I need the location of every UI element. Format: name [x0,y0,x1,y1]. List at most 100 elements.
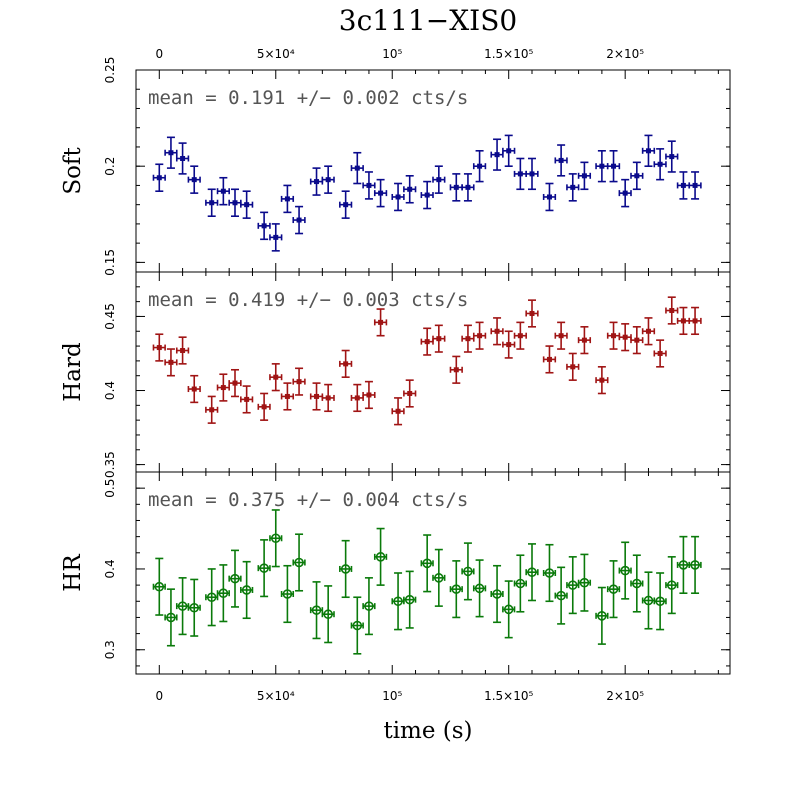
data-point [216,176,230,206]
data-point [280,184,295,214]
data-point [513,157,527,191]
data-point [321,585,335,644]
marker [191,386,197,392]
marker [343,361,349,367]
data-point [292,367,306,396]
data-point [472,321,487,350]
data-point [566,556,580,615]
data-point [630,554,644,613]
data-point [432,548,446,607]
marker [340,564,351,574]
marker [669,308,675,314]
marker [529,171,535,177]
mean-annotation: mean = 0.375 +/− 0.004 cts/s [148,489,468,511]
marker [463,566,473,577]
data-point [630,161,644,191]
marker [284,196,290,202]
data-point [391,572,405,631]
data-point [566,173,580,202]
data-point [676,171,691,200]
marker [620,565,630,576]
chart-title: 3c111−XIS0 [339,4,517,37]
marker [570,364,576,370]
data-point [257,211,271,241]
data-point [665,556,679,615]
marker [156,175,162,181]
marker [168,150,174,156]
marker [506,148,512,154]
data-point [554,321,568,350]
marker [506,342,512,348]
data-point [618,323,632,352]
marker [453,184,459,190]
marker [230,573,240,584]
marker [581,173,587,179]
marker [407,186,413,192]
marker [259,563,269,573]
marker [611,333,617,339]
marker [611,163,617,169]
marker [680,318,686,324]
x-tick-label-top: 2×10⁵ [606,47,644,61]
marker [354,165,360,171]
y-tick-label: 0.4 [103,381,117,400]
marker [156,345,162,351]
marker [529,310,535,316]
marker [323,609,333,620]
marker [690,560,700,570]
data-point [449,355,463,384]
x-tick-label-bottom: 0 [155,689,163,703]
marker [546,194,552,200]
x-tick-label-top: 1.5×10⁵ [484,47,533,61]
panel-soft: 0.15 0.2 0.25 Soft mean = 0.191 +/− 0.002 ct… [60,57,731,276]
data-point [577,553,592,612]
data-point [472,559,487,618]
data-point [175,142,190,175]
marker [608,584,619,594]
marker [343,202,349,208]
data-point [228,549,242,608]
data-point [269,509,283,568]
marker [692,318,698,324]
data-point [373,527,388,586]
marker [558,157,564,163]
marker [477,163,483,169]
marker [404,594,415,605]
y-tick-label: 0.25 [103,57,117,84]
marker [220,188,226,194]
marker [191,177,197,183]
marker [284,393,290,399]
data-point [362,380,376,410]
data-point [269,223,283,252]
data-point [187,578,201,637]
marker [645,328,651,334]
marker [643,595,654,606]
data-point [461,542,475,601]
data-point [240,560,254,620]
marker [558,333,564,339]
marker [378,319,384,325]
data-point [420,180,434,210]
marker [579,577,590,588]
data-point [175,577,190,636]
data-point [665,140,679,173]
marker [325,395,331,401]
data-point [606,560,621,619]
data-point [665,296,679,325]
marker [296,217,302,223]
panel-frame [135,471,731,675]
y-tick-label: 0.5 [103,479,117,498]
marker [354,395,360,401]
marker [494,152,500,158]
data-point [554,566,568,625]
data-point [152,163,166,192]
data-point [606,150,621,183]
data-point [577,161,592,191]
data-point [339,190,353,219]
data-point [205,568,219,627]
data-point [513,554,527,613]
data-point [309,167,324,196]
mean-annotation: mean = 0.419 +/− 0.003 cts/s [148,289,468,311]
marker [244,396,250,402]
data-point [292,205,306,235]
